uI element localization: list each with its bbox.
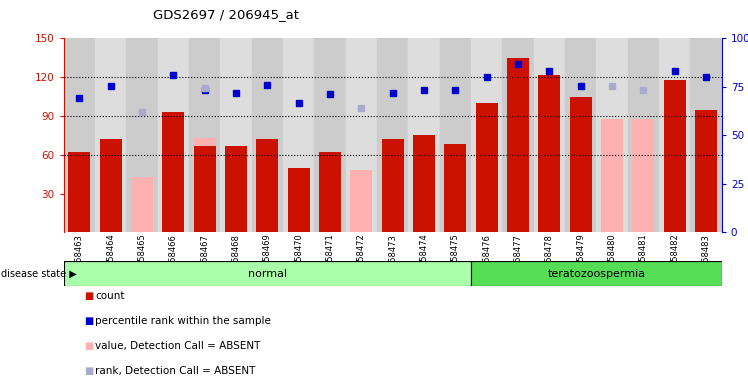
Text: GDS2697 / 206945_at: GDS2697 / 206945_at [153, 8, 299, 21]
Bar [444, 144, 466, 232]
Bar [346, 38, 377, 232]
Bar [257, 139, 278, 232]
Bar [539, 74, 560, 232]
Bar [565, 38, 596, 232]
Text: teratozoospermia: teratozoospermia [548, 268, 646, 279]
Bar [663, 80, 686, 232]
Bar [158, 38, 189, 232]
Bar [440, 38, 471, 232]
Bar [162, 112, 184, 232]
Bar [601, 119, 623, 232]
Bar [64, 38, 95, 232]
Bar [377, 38, 408, 232]
Bar [131, 177, 153, 232]
Bar [408, 38, 440, 232]
Bar [695, 109, 717, 232]
Bar [570, 96, 592, 232]
Bar [633, 119, 654, 232]
Bar [68, 152, 91, 232]
Bar [189, 38, 221, 232]
Bar [319, 152, 341, 232]
Text: ■: ■ [85, 341, 94, 351]
Bar [659, 38, 690, 232]
Bar [628, 38, 659, 232]
Bar [413, 136, 435, 232]
Bar [194, 146, 215, 232]
Bar [251, 38, 283, 232]
Bar [95, 38, 126, 232]
Text: rank, Detection Call = ABSENT: rank, Detection Call = ABSENT [95, 366, 255, 376]
Bar [471, 261, 722, 286]
Bar [64, 261, 471, 286]
Bar [194, 138, 215, 232]
Bar [350, 170, 373, 232]
Bar [471, 38, 503, 232]
Bar [314, 38, 346, 232]
Text: percentile rank within the sample: percentile rank within the sample [95, 316, 271, 326]
Text: normal: normal [248, 268, 287, 279]
Bar [225, 146, 247, 232]
Text: ■: ■ [85, 366, 94, 376]
Bar [283, 38, 314, 232]
Bar [690, 38, 722, 232]
Text: value, Detection Call = ABSENT: value, Detection Call = ABSENT [95, 341, 260, 351]
Bar [99, 139, 122, 232]
Bar [596, 38, 628, 232]
Text: ■: ■ [85, 291, 94, 301]
Bar [503, 38, 534, 232]
Bar [507, 58, 529, 232]
Bar [381, 139, 404, 232]
Bar [476, 103, 497, 232]
Bar [288, 168, 310, 232]
Text: count: count [95, 291, 124, 301]
Bar [126, 38, 158, 232]
Text: disease state ▶: disease state ▶ [1, 268, 77, 279]
Text: ■: ■ [85, 316, 94, 326]
Bar [534, 38, 565, 232]
Bar [221, 38, 251, 232]
